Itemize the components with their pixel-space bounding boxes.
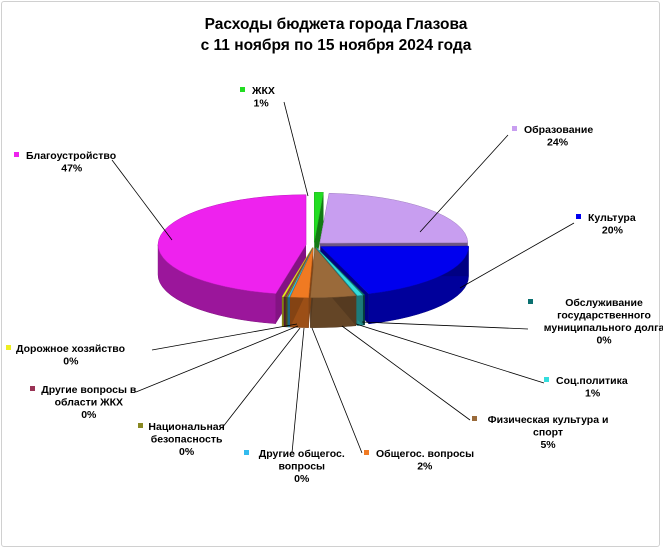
slice-percent: 24% — [547, 137, 569, 149]
leader-line — [311, 327, 363, 454]
slice-name: Другие общегос. — [259, 448, 345, 460]
slice-name: Соц.политика — [556, 375, 628, 387]
leader-line — [355, 323, 545, 384]
slice-percent: 0% — [81, 409, 97, 421]
slice-name: Другие вопросы в — [41, 384, 137, 396]
slice-percent: 5% — [540, 439, 556, 451]
pie-slice — [319, 192, 469, 244]
legend-marker — [528, 299, 533, 304]
legend-marker — [30, 386, 35, 391]
slice-name: Физическая культура и — [488, 414, 609, 426]
leader-line — [221, 327, 301, 429]
pie-slice — [157, 194, 307, 294]
legend-marker — [138, 423, 143, 428]
leader-line — [111, 159, 173, 241]
slice-name: области ЖКХ — [55, 397, 123, 409]
slice-name: Благоустройство — [26, 150, 116, 162]
slice-name: Общегос. вопросы — [376, 448, 474, 460]
slice-name: государственного — [557, 310, 651, 322]
slice-percent: 47% — [61, 163, 83, 175]
legend-marker — [364, 450, 369, 455]
pie-slice — [316, 247, 364, 296]
leader-line — [283, 101, 309, 197]
slice-percent: 1% — [254, 98, 270, 110]
pie-slice — [281, 247, 313, 297]
legend-marker — [244, 450, 249, 455]
slice-percent: 2% — [417, 461, 433, 473]
slice-label: Обслуживаниегосударственногомуниципально… — [361, 297, 663, 347]
leader-line — [341, 325, 471, 421]
legend-marker — [14, 152, 19, 157]
legend-marker — [512, 126, 517, 131]
leader-line — [361, 321, 529, 330]
leader-line — [419, 134, 509, 233]
leader-line — [459, 222, 575, 289]
slice-name: вопросы — [278, 461, 325, 473]
slice-percent: 0% — [596, 335, 612, 347]
slice-name: Образование — [524, 124, 593, 136]
legend-marker — [6, 345, 11, 350]
slice-name: спорт — [533, 427, 563, 439]
slice-name: Обслуживание — [565, 297, 643, 309]
leader-line — [135, 325, 299, 393]
slice-percent: 1% — [585, 388, 601, 400]
pie-slice — [319, 245, 469, 295]
pie-slice — [314, 192, 324, 243]
legend-marker — [544, 377, 549, 382]
pie-slice — [310, 247, 357, 298]
slice-name: муниципального долга — [544, 322, 663, 334]
slice-percent: 0% — [294, 473, 310, 485]
leader-line — [151, 323, 298, 351]
legend-marker — [472, 416, 477, 421]
slice-percent: 20% — [602, 225, 624, 237]
chart-subtitle: с 11 ноября по 15 ноября 2024 года — [201, 37, 472, 54]
slice-percent: 0% — [179, 446, 195, 458]
leader-line — [291, 327, 305, 454]
slice-percent: 0% — [63, 356, 79, 368]
slice-name: ЖКХ — [251, 85, 275, 97]
chart-title: Расходы бюджета города Глазова — [205, 16, 468, 33]
slice-name: Дорожное хозяйство — [16, 343, 125, 355]
slice-name: Национальная — [148, 421, 224, 433]
legend-marker — [576, 214, 581, 219]
slice-name: безопасность — [151, 434, 223, 446]
pie-slice — [289, 247, 314, 298]
legend-marker — [240, 87, 245, 92]
slice-name: Культура — [588, 212, 636, 224]
